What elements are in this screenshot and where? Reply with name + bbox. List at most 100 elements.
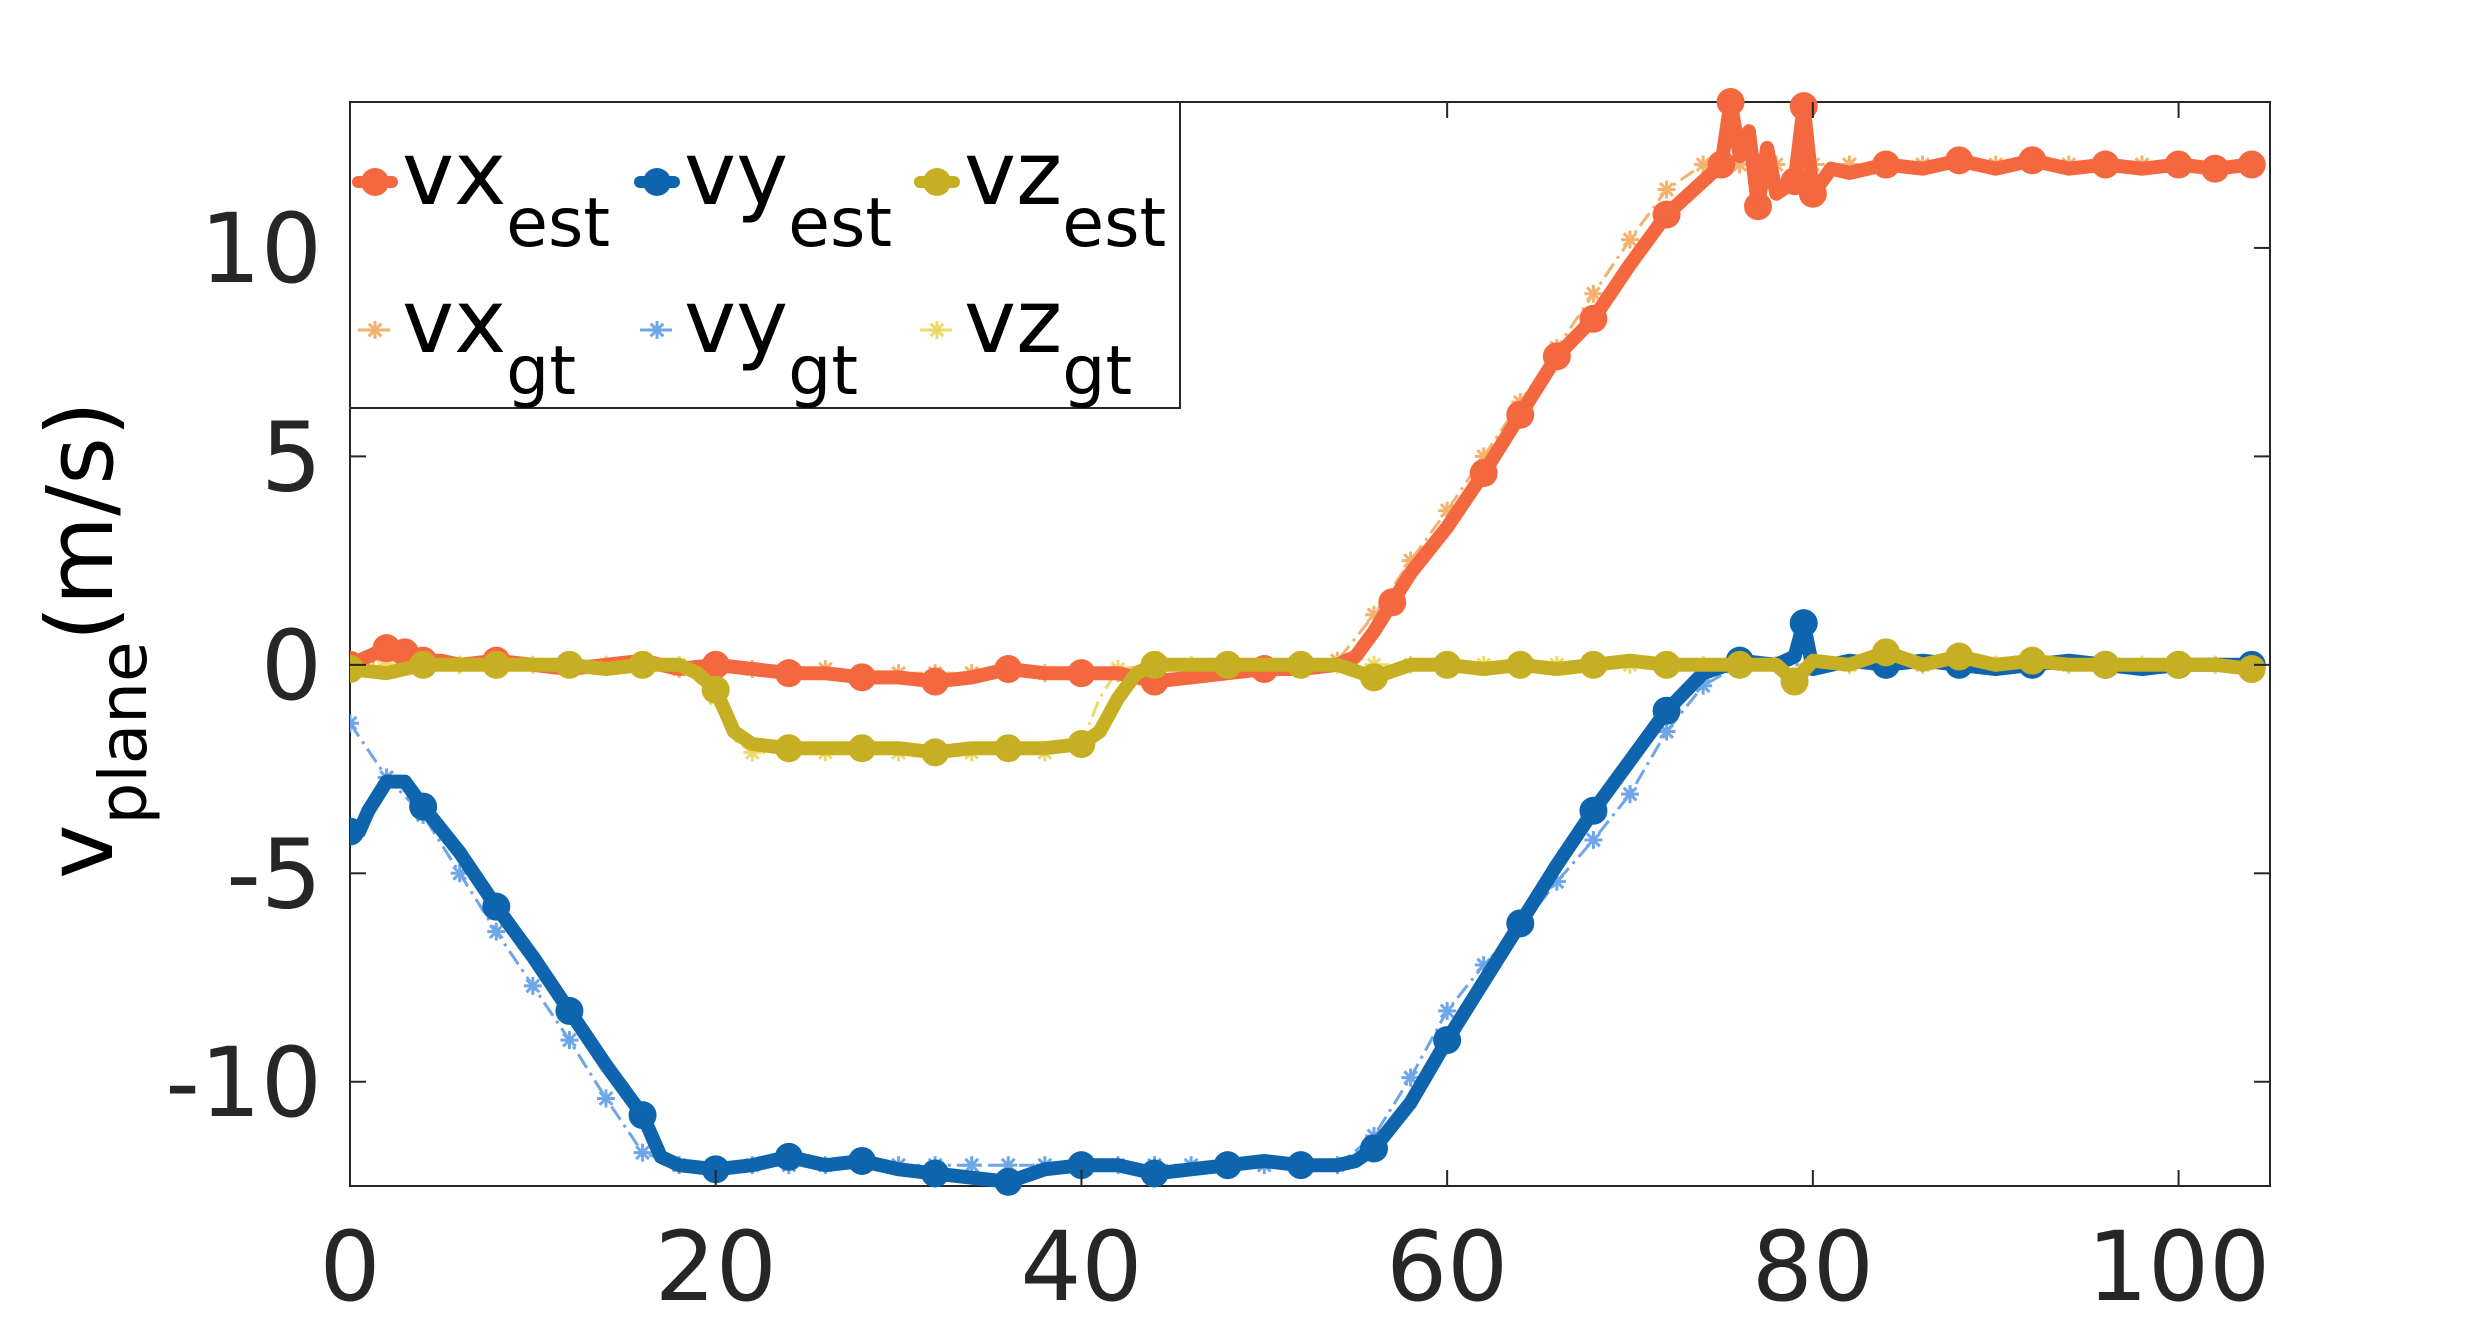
x-tick-label-3: 60 [1386, 1211, 1508, 1321]
marker-vz_est-1 [409, 650, 438, 679]
marker-vx_est-8 [921, 667, 950, 696]
marker-vy_gt-36 [1657, 722, 1676, 741]
marker-vz_est-17 [1579, 650, 1608, 679]
y-tick-label-0: -10 [165, 1027, 322, 1139]
marker-vy_gt-6 [560, 1031, 579, 1050]
marker-vx_est-30 [2201, 154, 2230, 183]
marker-vx_est-18 [1652, 200, 1681, 229]
y-axis-title: vplane(m/s) [27, 401, 162, 879]
marker-vx_est-6 [774, 659, 803, 688]
legend: vxest vyest vzest vxgt vygt vzgt [349, 101, 1181, 411]
marker-vx_est-23 [1789, 92, 1818, 121]
marker-vz_est-0 [350, 655, 364, 684]
marker-vz_est-25 [2164, 650, 2193, 679]
legend-item-vz_gt: vzgt [920, 270, 1132, 411]
marker-vy_est-4 [628, 1101, 657, 1130]
marker-vz_est-7 [848, 734, 876, 763]
marker-vx_gt-34 [1584, 284, 1603, 303]
legend-item-vy_gt: vygt [640, 270, 858, 411]
legend-swatch-vy_est [643, 168, 671, 196]
marker-vx_est-14 [1469, 459, 1498, 488]
line-vz_est [350, 645, 2259, 760]
legend-label-vx_gt: vxgt [402, 270, 576, 411]
marker-vy_est-13 [1286, 1151, 1315, 1180]
marker-vx_est-7 [848, 663, 876, 692]
marker-vx_est-15 [1506, 400, 1535, 429]
marker-vz_est-2 [482, 650, 511, 679]
marker-vz_est-18 [1652, 650, 1681, 679]
marker-vy_gt-5 [523, 976, 542, 995]
x-tick-label-0: 0 [319, 1211, 380, 1321]
marker-vy_gt-35 [1621, 785, 1639, 804]
marker-vy_est-2 [482, 892, 511, 921]
marker-vy_est-5 [701, 1155, 730, 1184]
marker-vx_est-24 [1798, 179, 1827, 208]
legend-box [349, 101, 1181, 409]
legend-item-vx_gt: vxgt [358, 270, 576, 411]
marker-vy_est-1 [409, 792, 438, 821]
marker-vy_est-6 [774, 1142, 803, 1171]
marker-vz_est-16 [1506, 650, 1535, 679]
marker-vy_est-0 [350, 817, 364, 846]
marker-vx_est-25 [1872, 150, 1900, 179]
marker-vy_gt-0 [350, 714, 359, 733]
marker-vz_est-19 [1725, 650, 1754, 679]
y-axis-title-text: vplane(m/s) [27, 401, 162, 879]
x-tick-label-1: 20 [655, 1211, 777, 1321]
marker-vx_est-28 [2091, 150, 2120, 179]
legend-swatch-vx_est [361, 168, 389, 196]
marker-vx_est-29 [2164, 150, 2193, 179]
marker-vy_est-11 [1140, 1159, 1169, 1188]
legend-item-vx_est: vxest [352, 122, 610, 263]
marker-vz_est-14 [1360, 663, 1388, 692]
marker-vz_est-6 [774, 734, 803, 763]
legend-swatch-vy_gt [648, 321, 666, 339]
marker-vz_est-4 [628, 650, 657, 679]
marker-vz_est-10 [1067, 730, 1096, 759]
marker-vy_est-17 [1579, 796, 1608, 825]
marker-vz_est-15 [1433, 650, 1462, 679]
marker-vz_est-26 [2237, 655, 2266, 684]
x-tick-label-5: 100 [2087, 1211, 2270, 1321]
x-tick-label-2: 40 [1020, 1211, 1142, 1321]
marker-vz_est-12 [1213, 650, 1242, 679]
marker-vy_gt-17 [962, 1156, 981, 1175]
legend-swatch-vz_gt [928, 321, 946, 339]
marker-vz_est-21 [1872, 638, 1900, 667]
series-layer [350, 88, 2266, 1196]
marker-vz_est-24 [2091, 650, 2120, 679]
marker-vy_est-14 [1360, 1134, 1388, 1163]
y-tick-label-4: 10 [200, 193, 322, 305]
marker-vz_est-9 [994, 734, 1023, 763]
marker-vx_gt-35 [1621, 230, 1639, 249]
marker-vx_est-9 [994, 655, 1023, 684]
marker-vx_est-17 [1579, 304, 1608, 333]
marker-vx_est-21 [1744, 192, 1772, 221]
marker-vz_est-3 [555, 650, 584, 679]
axes-layer: 0 20 40 60 80 100 -10 -5 0 5 10 [165, 102, 2270, 1321]
marker-vx_est-26 [1945, 146, 1974, 175]
marker-vy_est-3 [555, 996, 584, 1025]
marker-vx_gt-36 [1657, 180, 1676, 199]
marker-vy_est-8 [921, 1159, 950, 1188]
x-tick-label-4: 80 [1752, 1211, 1874, 1321]
marker-vz_est-5 [701, 675, 730, 704]
marker-vx_est-19 [1707, 150, 1736, 179]
marker-vz_est-23 [2018, 646, 2047, 675]
marker-vy_gt-34 [1584, 830, 1603, 849]
y-tick-label-3: 5 [261, 401, 322, 513]
marker-vx_est-31 [2237, 150, 2266, 179]
marker-vz_est-11 [1140, 650, 1169, 679]
y-tick-label-2: 0 [261, 610, 322, 722]
marker-vy_est-12 [1213, 1151, 1242, 1180]
legend-label-vy_est: vyest [684, 122, 892, 263]
marker-vy_est-16 [1506, 909, 1535, 938]
marker-vy_est-20 [1789, 609, 1818, 638]
series-vz_est [350, 638, 2266, 767]
marker-vy_est-15 [1433, 1026, 1462, 1055]
marker-vx_est-13 [1378, 588, 1407, 617]
marker-vz_est-13 [1286, 650, 1315, 679]
marker-vy_est-7 [848, 1146, 876, 1175]
legend-label-vz_gt: vzgt [964, 270, 1132, 411]
